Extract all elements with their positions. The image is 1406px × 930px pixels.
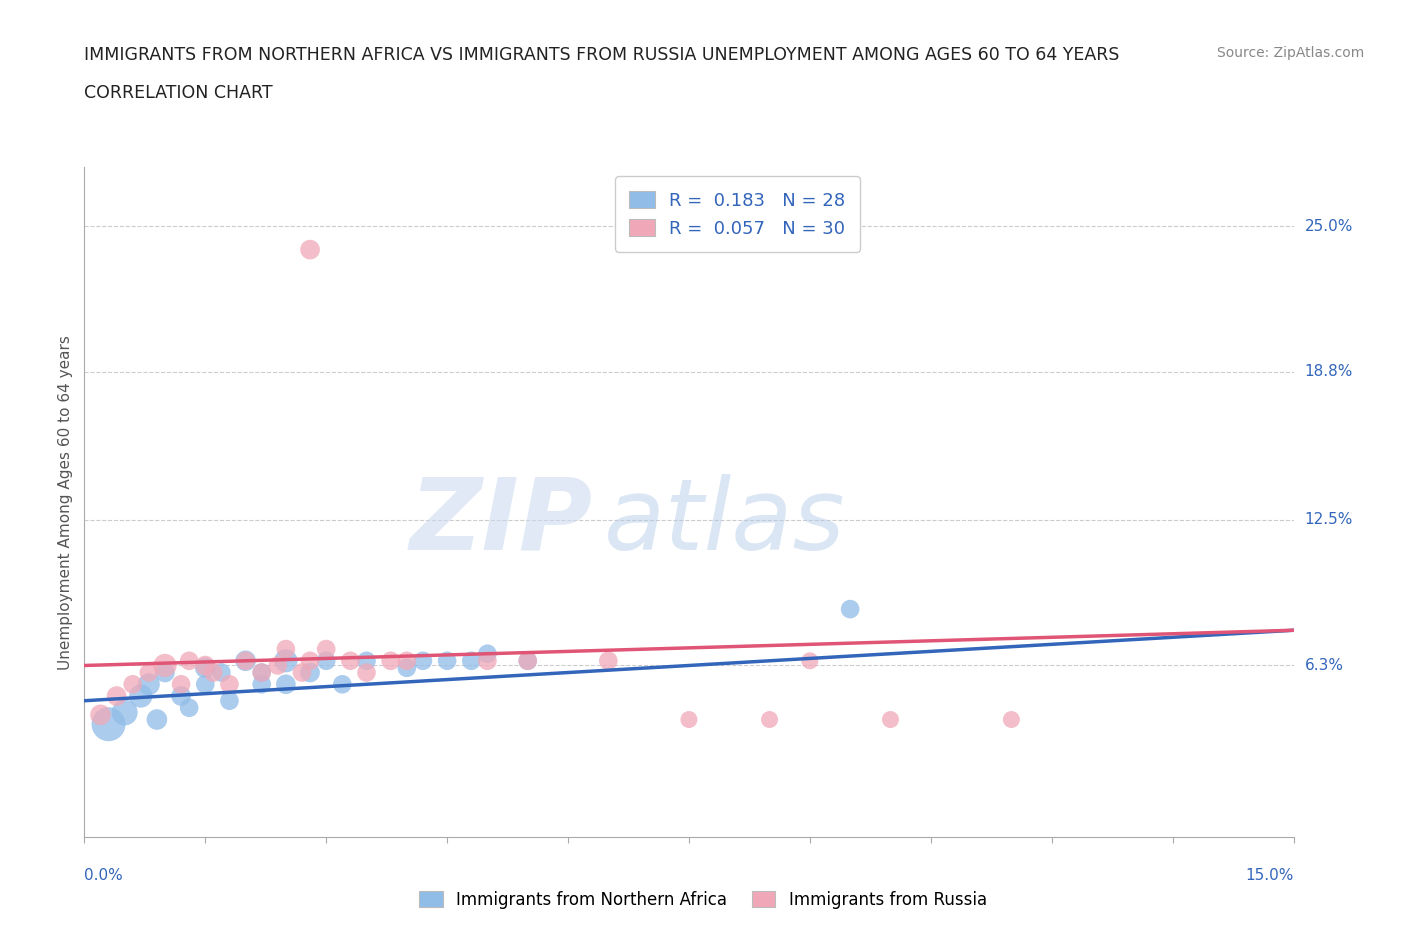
- Point: [339, 654, 361, 669]
- Point: [315, 654, 337, 669]
- Point: [250, 677, 273, 692]
- Y-axis label: Unemployment Among Ages 60 to 64 years: Unemployment Among Ages 60 to 64 years: [58, 335, 73, 670]
- Point: [89, 708, 111, 723]
- Text: CORRELATION CHART: CORRELATION CHART: [84, 84, 273, 101]
- Text: 12.5%: 12.5%: [1305, 512, 1353, 527]
- Point: [179, 654, 201, 669]
- Point: [330, 677, 353, 692]
- Point: [129, 688, 152, 703]
- Point: [477, 654, 499, 669]
- Point: [138, 665, 160, 680]
- Point: [678, 712, 700, 727]
- Point: [218, 677, 240, 692]
- Text: 0.0%: 0.0%: [84, 868, 124, 883]
- Point: [274, 677, 297, 692]
- Point: [105, 688, 128, 703]
- Point: [598, 654, 620, 669]
- Point: [179, 700, 201, 715]
- Point: [235, 654, 257, 669]
- Point: [153, 658, 176, 673]
- Point: [477, 646, 499, 661]
- Point: [299, 242, 322, 257]
- Point: [315, 642, 337, 657]
- Point: [274, 654, 297, 669]
- Point: [799, 654, 821, 669]
- Point: [235, 654, 257, 669]
- Point: [250, 665, 273, 680]
- Point: [250, 665, 273, 680]
- Point: [267, 658, 290, 673]
- Legend: R =  0.183   N = 28, R =  0.057   N = 30: R = 0.183 N = 28, R = 0.057 N = 30: [614, 177, 859, 252]
- Point: [299, 654, 322, 669]
- Point: [1000, 712, 1022, 727]
- Point: [460, 654, 482, 669]
- Point: [395, 660, 418, 675]
- Point: [516, 654, 538, 669]
- Text: atlas: atlas: [605, 473, 846, 571]
- Point: [299, 665, 322, 680]
- Point: [194, 677, 217, 692]
- Point: [274, 642, 297, 657]
- Text: 6.3%: 6.3%: [1305, 658, 1344, 673]
- Point: [202, 665, 225, 680]
- Point: [153, 665, 176, 680]
- Point: [758, 712, 780, 727]
- Point: [194, 660, 217, 675]
- Point: [356, 654, 378, 669]
- Point: [114, 705, 136, 720]
- Legend: Immigrants from Northern Africa, Immigrants from Russia: Immigrants from Northern Africa, Immigra…: [411, 883, 995, 917]
- Text: 15.0%: 15.0%: [1246, 868, 1294, 883]
- Text: Source: ZipAtlas.com: Source: ZipAtlas.com: [1216, 46, 1364, 60]
- Point: [412, 654, 434, 669]
- Point: [194, 658, 217, 673]
- Text: ZIP: ZIP: [409, 473, 592, 571]
- Point: [839, 602, 862, 617]
- Point: [218, 693, 240, 708]
- Text: 25.0%: 25.0%: [1305, 219, 1353, 233]
- Text: 18.8%: 18.8%: [1305, 365, 1353, 379]
- Point: [209, 665, 232, 680]
- Point: [436, 654, 458, 669]
- Point: [380, 654, 402, 669]
- Point: [356, 665, 378, 680]
- Point: [291, 665, 314, 680]
- Point: [170, 688, 193, 703]
- Point: [97, 717, 120, 732]
- Point: [516, 654, 538, 669]
- Point: [146, 712, 169, 727]
- Point: [395, 654, 418, 669]
- Point: [879, 712, 901, 727]
- Point: [121, 677, 143, 692]
- Text: IMMIGRANTS FROM NORTHERN AFRICA VS IMMIGRANTS FROM RUSSIA UNEMPLOYMENT AMONG AGE: IMMIGRANTS FROM NORTHERN AFRICA VS IMMIG…: [84, 46, 1119, 64]
- Point: [170, 677, 193, 692]
- Point: [138, 677, 160, 692]
